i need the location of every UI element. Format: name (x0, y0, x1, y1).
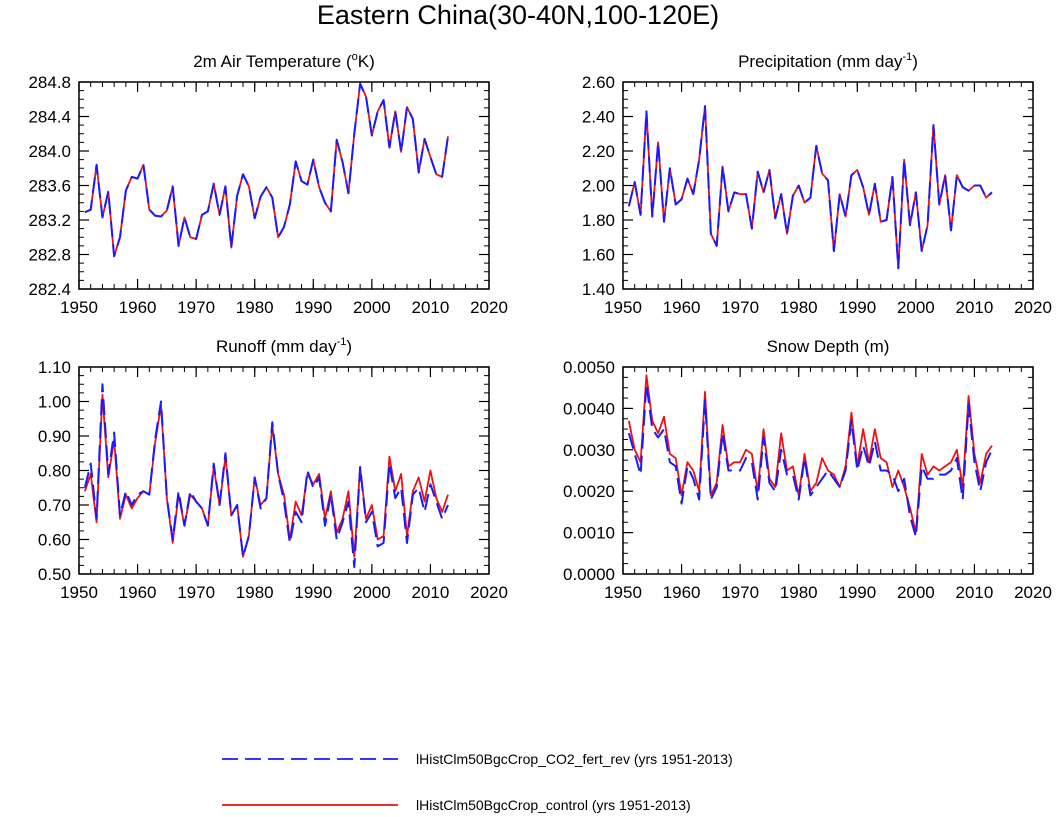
y-tick-label: 0.0020 (563, 482, 615, 501)
plot-frame (78, 366, 490, 575)
y-tick-label: 1.60 (582, 246, 615, 265)
series-line-co2-fert-rev (84, 82, 449, 258)
panel-air-temperature: 2m Air Temperature (oK) 1950 1960 1970 1980 1… (28, 51, 507, 317)
y-tick-label: 0.70 (38, 496, 71, 515)
x-tick-label: 2020 (470, 298, 508, 317)
y-tick-label: 0.0030 (563, 441, 615, 460)
x-tick-label: 1970 (177, 298, 215, 317)
y-tick-label: 0.0040 (563, 399, 615, 418)
x-tick-label: 2010 (412, 583, 450, 602)
x-tick-label: 1990 (294, 298, 332, 317)
panel-title: 2m Air Temperature (oK) (193, 51, 375, 71)
legend: lHistClm50BgcCrop_CO2_fert_rev (yrs 1951… (222, 751, 733, 813)
y-tick-label: 0.80 (38, 462, 71, 481)
panel-title-text: Runoff (mm day (216, 337, 337, 356)
x-tick-label: 1950 (60, 583, 98, 602)
x-tick-label: 2020 (1014, 583, 1052, 602)
y-tick-label: 2.20 (582, 142, 615, 161)
y-tick-label: 1.40 (582, 280, 615, 299)
y-tick-label: 1.80 (582, 211, 615, 230)
x-tick-label: 1980 (236, 298, 274, 317)
x-tick-label: 1960 (119, 298, 157, 317)
panel-title-text: Snow Depth (m) (767, 337, 890, 356)
x-tick-label: 1980 (780, 298, 818, 317)
x-tick-label: 1990 (838, 298, 876, 317)
panel-title: Precipitation (mm day-1) (738, 51, 918, 71)
y-tick-label: 0.60 (38, 531, 71, 550)
plot-frame (622, 366, 1034, 575)
x-tick-label: 1960 (663, 583, 701, 602)
y-tick-label: 0.0010 (563, 524, 615, 543)
y-tick-label: 1.10 (38, 358, 71, 377)
y-tick-label: 282.4 (28, 280, 71, 299)
x-tick-label: 2000 (353, 298, 391, 317)
y-tick-label: 283.2 (28, 211, 71, 230)
series-line-co2-fert-rev (83, 383, 449, 569)
panel-runoff: Runoff (mm day-1) 1950 1960 1970 1980 1990 200… (38, 336, 508, 602)
series-line-co2-fert-rev (627, 382, 993, 538)
x-tick-label: 1970 (721, 583, 759, 602)
x-tick-label: 1980 (780, 583, 818, 602)
legend-label-co2-fert-rev: lHistClm50BgcCrop_CO2_fert_rev (yrs 1951… (416, 751, 733, 767)
panel-title-superscript: -1 (902, 51, 912, 63)
panel-title-suffix: K) (358, 52, 375, 71)
y-tick-label: 0.50 (38, 565, 71, 584)
panel-title-superscript: o (352, 51, 358, 63)
y-tick-label: 1.00 (38, 393, 71, 412)
x-tick-label: 2020 (470, 583, 508, 602)
panel-title-superscript: -1 (337, 336, 347, 348)
panel-snow-depth: Snow Depth (m) 1950 1960 1970 1980 1990 2000 20… (563, 337, 1052, 602)
plot-frame (622, 81, 1034, 290)
x-tick-label: 2000 (897, 583, 935, 602)
x-tick-label: 1970 (177, 583, 215, 602)
y-tick-label: 282.8 (28, 246, 71, 265)
y-tick-label: 284.4 (28, 108, 71, 127)
panel-precipitation: Precipitation (mm day-1) 1950 1960 1970 1980… (582, 51, 1052, 317)
plot-frame (78, 81, 490, 290)
panel-title: Runoff (mm day-1) (216, 336, 352, 356)
x-tick-label: 1990 (294, 583, 332, 602)
panel-title-suffix: ) (346, 337, 352, 356)
y-tick-label: 283.6 (28, 177, 71, 196)
x-tick-label: 1990 (838, 583, 876, 602)
x-tick-label: 1950 (60, 298, 98, 317)
y-tick-label: 0.0000 (563, 565, 615, 584)
series-line-co2-fert-rev (627, 105, 993, 270)
panel-title: Snow Depth (m) (767, 337, 890, 356)
y-tick-label: 0.90 (38, 427, 71, 446)
x-tick-label: 1960 (663, 298, 701, 317)
x-tick-label: 1950 (604, 583, 642, 602)
panel-title-text: Precipitation (mm day (738, 52, 903, 71)
panel-title-text: 2m Air Temperature ( (193, 52, 352, 71)
x-tick-label: 1950 (604, 298, 642, 317)
y-tick-label: 284.0 (28, 142, 71, 161)
x-tick-label: 1980 (236, 583, 274, 602)
x-tick-label: 2010 (956, 583, 994, 602)
y-tick-label: 284.8 (28, 73, 71, 92)
y-tick-label: 2.00 (582, 177, 615, 196)
panel-title-suffix: ) (912, 52, 918, 71)
x-tick-label: 2000 (897, 298, 935, 317)
figure-title: Eastern China(30-40N,100-120E) (317, 0, 719, 30)
x-tick-label: 1960 (119, 583, 157, 602)
x-tick-label: 2010 (412, 298, 450, 317)
x-tick-label: 1970 (721, 298, 759, 317)
x-tick-label: 2020 (1014, 298, 1052, 317)
y-tick-label: 2.60 (582, 73, 615, 92)
x-tick-label: 2010 (956, 298, 994, 317)
legend-label-control: lHistClm50BgcCrop_control (yrs 1951-2013… (416, 797, 691, 813)
y-tick-label: 0.0050 (563, 358, 615, 377)
x-tick-label: 2000 (353, 583, 391, 602)
y-tick-label: 2.40 (582, 108, 615, 127)
